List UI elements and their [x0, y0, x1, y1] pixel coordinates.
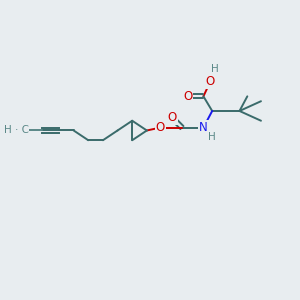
Text: O: O	[206, 75, 215, 88]
Text: O: O	[168, 111, 177, 124]
Text: H: H	[211, 64, 219, 74]
Text: H: H	[208, 132, 216, 142]
Text: H · C: H · C	[4, 125, 29, 136]
Text: N: N	[199, 121, 208, 134]
Text: O: O	[156, 121, 165, 134]
Text: O: O	[183, 90, 192, 103]
